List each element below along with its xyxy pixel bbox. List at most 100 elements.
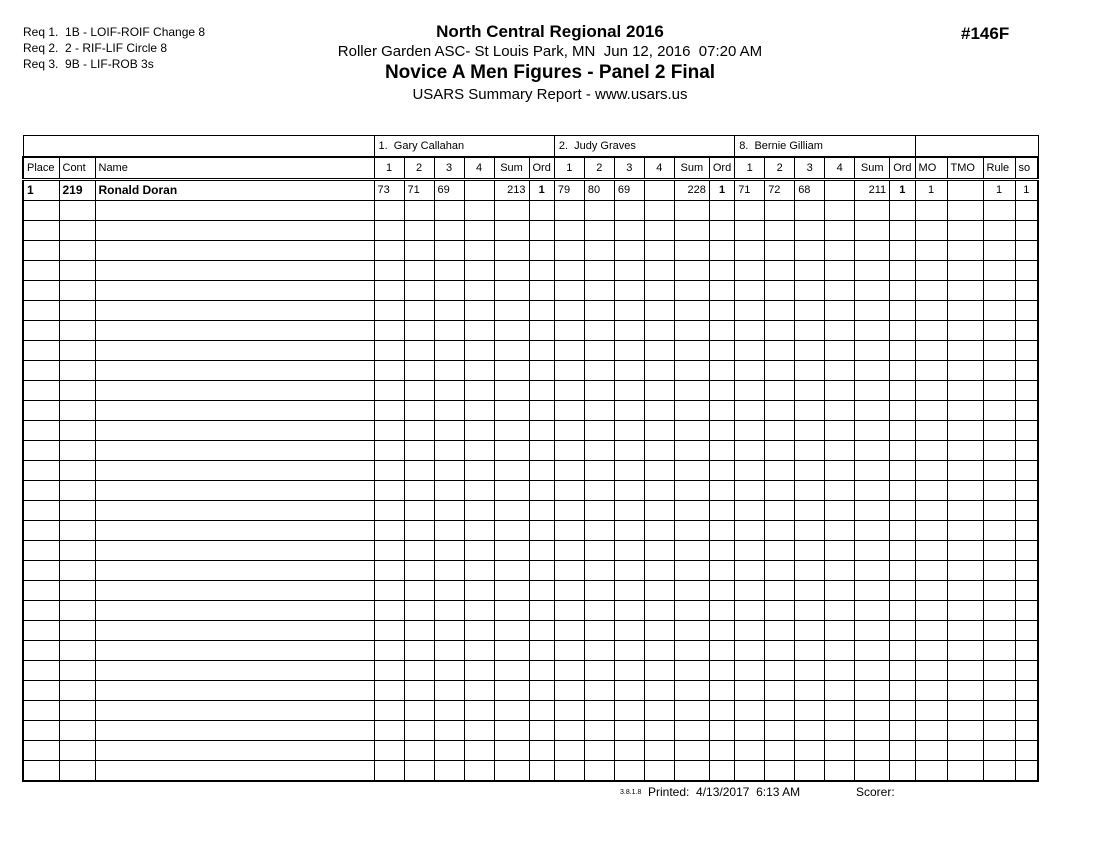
empty-row	[22, 680, 1040, 701]
competition-title: North Central Regional 2016	[436, 22, 664, 41]
requirements-list: Req 1. 1B - LOIF-ROIF Change 8 Req 2. 2 …	[23, 24, 205, 72]
empty-row	[22, 280, 1040, 301]
report-header: North Central Regional 2016 Roller Garde…	[0, 22, 1100, 106]
skater-name-cell: Ronald Doran	[94, 179, 375, 201]
j3-score-1: 71	[734, 179, 766, 201]
col-header-mo: MO	[914, 156, 948, 181]
judge-band-row: 1. Gary Callahan 2. Judy Graves 8. Berni…	[22, 135, 1039, 158]
requirement-line-1: Req 1. 1B - LOIF-ROIF Change 8	[23, 25, 206, 39]
results-table: 1. Gary Callahan 2. Judy Graves 8. Berni…	[22, 135, 1040, 782]
col-header-place: Place	[22, 156, 60, 181]
empty-row	[22, 500, 1040, 521]
j3-score-3: 68	[794, 179, 826, 201]
printed-value: 4/13/2017 6:13 AM	[696, 785, 801, 799]
col-header-cont: Cont	[58, 156, 96, 181]
j2-col-header-3: 3	[613, 156, 645, 181]
empty-row	[22, 700, 1040, 721]
j2-score-3: 69	[613, 179, 645, 201]
j2-col-header-ord: Ord	[708, 156, 736, 181]
empty-row	[22, 380, 1040, 401]
software-version: 3.8.1.8	[620, 789, 642, 796]
j1-score-1: 73	[373, 179, 405, 201]
empty-row	[22, 720, 1040, 741]
empty-row	[22, 400, 1040, 421]
event-title: Novice A Men Figures - Panel 2 Final	[384, 62, 716, 83]
col-header-tmo: TMO	[946, 156, 984, 181]
j2-score-1: 79	[553, 179, 585, 201]
empty-row	[22, 560, 1040, 581]
printed-label: Printed:	[648, 785, 690, 799]
j1-score-3: 69	[433, 179, 465, 201]
judge-header-2: 2. Judy Graves	[553, 135, 736, 158]
empty-row	[22, 660, 1040, 681]
j2-score-4	[643, 179, 675, 201]
rule-cell: 1	[982, 179, 1016, 201]
j3-col-header-ord: Ord	[889, 156, 916, 181]
j3-col-header-3: 3	[794, 156, 826, 181]
venue-date-line: Roller Garden ASC- St Louis Park, MN Jun…	[337, 43, 763, 60]
j1-sum: 213	[493, 179, 530, 201]
j3-sum: 211	[854, 179, 891, 201]
j2-score-2: 80	[583, 179, 615, 201]
empty-row	[22, 340, 1040, 361]
empty-row	[22, 640, 1040, 661]
mo-cell: 1	[914, 179, 948, 201]
j2-col-header-1: 1	[553, 156, 585, 181]
scorer-label: Scorer:	[856, 785, 895, 799]
empty-row	[22, 480, 1040, 501]
empty-row	[22, 520, 1040, 541]
j1-col-header-ord: Ord	[528, 156, 555, 181]
j3-score-4	[824, 179, 856, 201]
tmo-cell	[946, 179, 984, 201]
col-header-rule: Rule	[982, 156, 1016, 181]
j1-ordinal: 1	[528, 179, 555, 201]
report-type-line: USARS Summary Report - www.usars.us	[412, 86, 688, 103]
j1-col-header-4: 4	[463, 156, 495, 181]
j1-score-2: 71	[403, 179, 435, 201]
j3-col-header-4: 4	[824, 156, 856, 181]
requirement-line-3: Req 3. 9B - LIF-ROB 3s	[23, 57, 154, 71]
j2-col-header-4: 4	[643, 156, 675, 181]
col-header-name: Name	[94, 156, 375, 181]
col-header-so: so	[1014, 156, 1040, 181]
empty-row	[22, 600, 1040, 621]
doc-number: #146F	[961, 24, 1010, 43]
j2-sum: 228	[673, 179, 710, 201]
empty-row	[22, 300, 1040, 321]
j2-ordinal: 1	[708, 179, 736, 201]
judge-header-3: 8. Bernie Gilliam	[734, 135, 916, 158]
empty-row	[22, 220, 1040, 241]
empty-row	[22, 620, 1040, 641]
j3-col-header-2: 2	[764, 156, 796, 181]
j3-col-header-sum: Sum	[854, 156, 891, 181]
j3-ordinal: 1	[889, 179, 916, 201]
column-header-row: Place Cont Name 1 2 3 4 Sum Ord 1 2 3 4 …	[22, 156, 1040, 181]
printed-line: Printed: 4/13/2017 6:13 AM	[648, 785, 800, 799]
empty-row	[22, 320, 1040, 341]
j1-col-header-1: 1	[373, 156, 405, 181]
j1-col-header-2: 2	[403, 156, 435, 181]
so-cell: 1	[1014, 179, 1040, 201]
j3-col-header-1: 1	[734, 156, 766, 181]
requirement-line-2: Req 2. 2 - RIF-LIF Circle 8	[23, 41, 168, 55]
empty-row	[22, 740, 1040, 761]
judge-header-1: 1. Gary Callahan	[373, 135, 555, 158]
empty-row	[22, 460, 1040, 481]
contestant-number-cell: 219	[58, 179, 96, 201]
j1-col-header-3: 3	[433, 156, 465, 181]
results-table-container: 1. Gary Callahan 2. Judy Graves 8. Berni…	[22, 135, 1040, 782]
j1-col-header-sum: Sum	[493, 156, 530, 181]
empty-row	[22, 360, 1040, 381]
j2-col-header-2: 2	[583, 156, 615, 181]
j2-col-header-sum: Sum	[673, 156, 710, 181]
empty-row	[22, 580, 1040, 601]
j1-score-4	[463, 179, 495, 201]
empty-row	[22, 440, 1040, 461]
empty-row	[22, 240, 1040, 261]
empty-row	[22, 760, 1040, 782]
table-row: 1 219 Ronald Doran 73 71 69 213 1 79 80 …	[22, 179, 1040, 201]
results-table-body: 1. Gary Callahan 2. Judy Graves 8. Berni…	[22, 135, 1040, 782]
empty-row	[22, 540, 1040, 561]
j3-score-2: 72	[764, 179, 796, 201]
